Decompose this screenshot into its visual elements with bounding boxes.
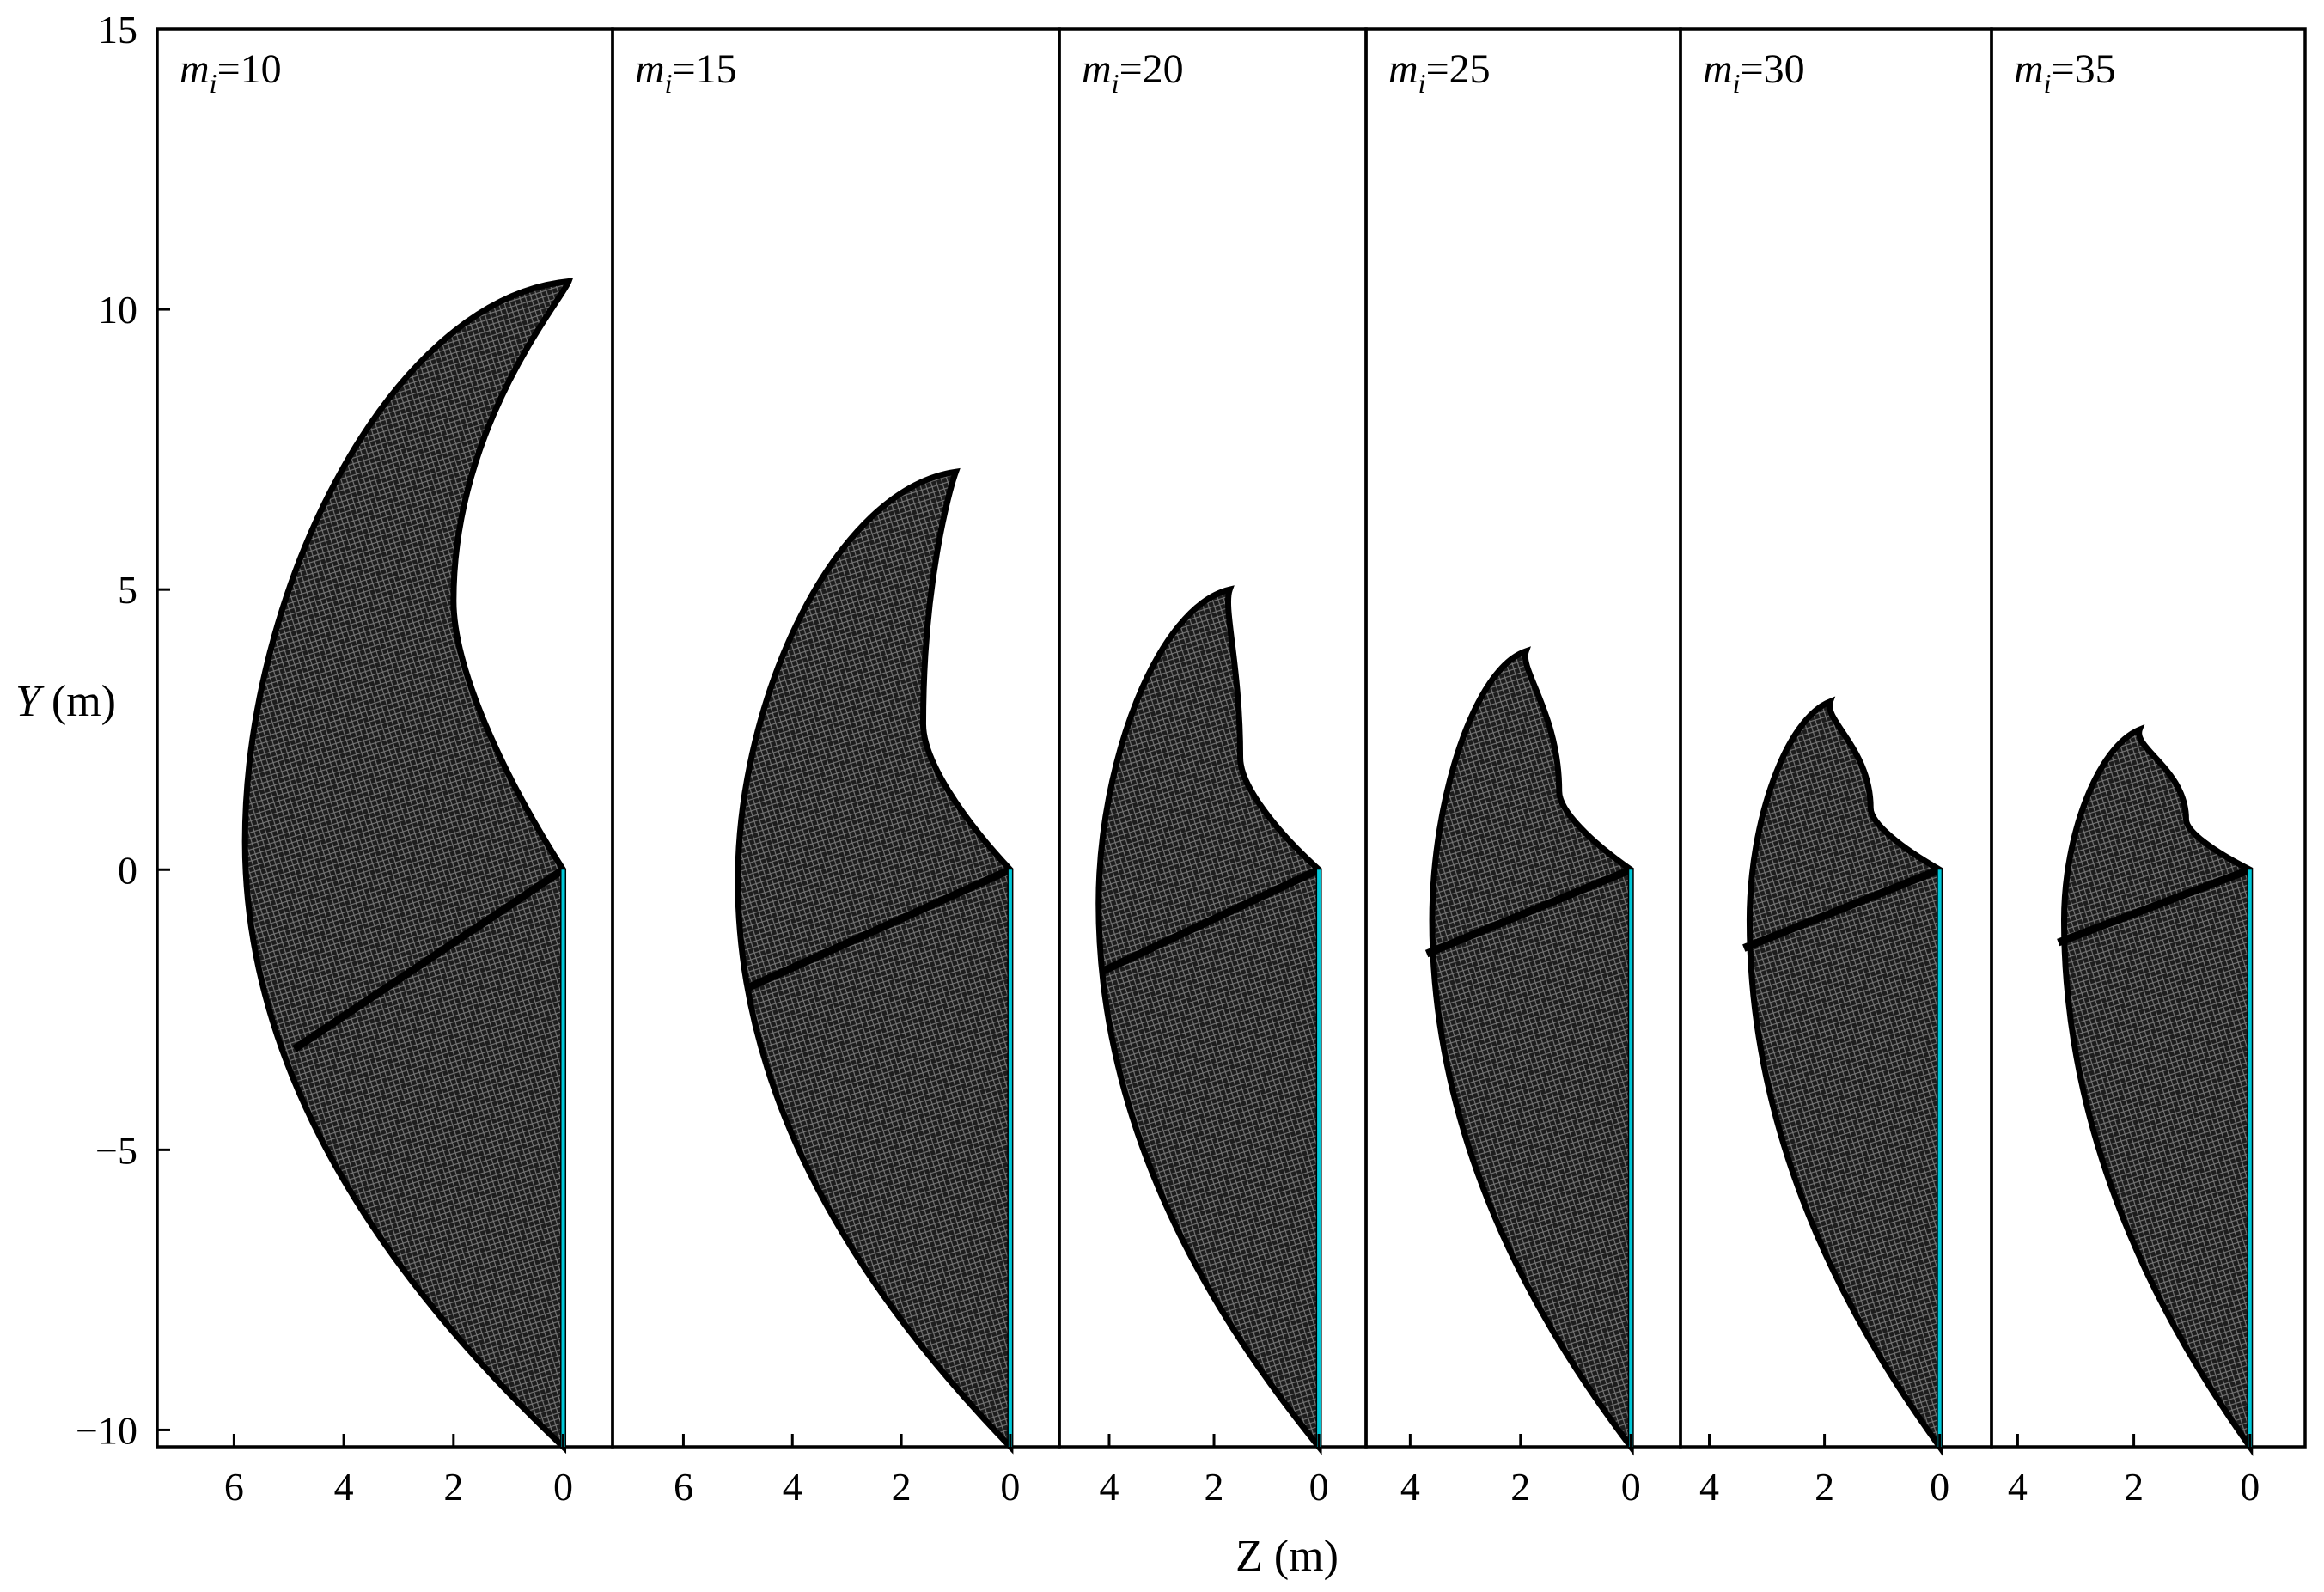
- wing-mesh-surface: [1095, 585, 1322, 1455]
- panels: 6 4 2 0 mi=10 6 4 2 0 mi=15 4 2 0 mi=20 4 2 0 mi=25 4 2 0 mi=…: [156, 27, 2307, 1509]
- x-tick-label: 4: [334, 1465, 354, 1509]
- x-tick-label: 4: [783, 1465, 802, 1509]
- y-tick-label: 15: [98, 8, 137, 52]
- panel-label: mi=15: [635, 46, 737, 99]
- panel-1: 6 4 2 0 mi=10: [156, 27, 614, 1509]
- y-tick-label: −5: [95, 1128, 137, 1172]
- wing-mesh-surface: [1746, 696, 1943, 1456]
- x-tick-label: 2: [443, 1465, 463, 1509]
- x-tick-label: 2: [1510, 1465, 1530, 1509]
- panel-frame: [1990, 27, 2307, 1449]
- wing-seam-line: [2057, 866, 2252, 947]
- panel-label: mi=35: [2014, 46, 2116, 99]
- panel-label: mi=25: [1388, 46, 1491, 99]
- x-tick-label: 0: [1930, 1465, 1949, 1509]
- wing-mesh-surface: [2060, 723, 2254, 1457]
- panel-6: 4 2 0 mi=35: [1990, 27, 2307, 1509]
- panel-4: 4 2 0 mi=25: [1364, 27, 1682, 1509]
- panel-label: mi=20: [1082, 46, 1184, 99]
- x-tick-label: 4: [1699, 1465, 1719, 1509]
- wing-seam-line: [292, 866, 566, 1052]
- wing-mesh-surface: [241, 278, 574, 1455]
- wing-seam-line: [1742, 866, 1942, 952]
- x-tick-label: 4: [1400, 1465, 1420, 1509]
- x-tick-label: 6: [224, 1465, 244, 1509]
- y-tick-label: 10: [98, 288, 137, 332]
- x-tick-label: 0: [1621, 1465, 1641, 1509]
- panel-label: mi=10: [180, 46, 282, 99]
- x-tick-label: 6: [674, 1465, 693, 1509]
- y-tick-label: −10: [76, 1408, 137, 1452]
- wing-seam-line: [747, 866, 1012, 991]
- x-tick-label: 2: [1815, 1465, 1834, 1509]
- panel-2: 6 4 2 0 mi=15: [611, 27, 1061, 1509]
- x-tick-label: 4: [2008, 1465, 2028, 1509]
- y-tick-label: 5: [118, 568, 137, 612]
- x-tick-label: 0: [2240, 1465, 2260, 1509]
- x-tick-label: 2: [892, 1465, 912, 1509]
- y-axis-title: Y (m): [15, 677, 116, 726]
- x-tick-label: 0: [553, 1465, 573, 1509]
- y-tick-label: 0: [118, 848, 137, 892]
- x-tick-label: 0: [1000, 1465, 1020, 1509]
- x-tick-label: 2: [2124, 1465, 2144, 1509]
- panel-5: 4 2 0 mi=30: [1679, 27, 1993, 1509]
- wing-seam-line: [1101, 866, 1321, 974]
- wing-mesh-surface: [1429, 646, 1634, 1456]
- wing-seam-line: [1424, 866, 1632, 958]
- panel-label: mi=30: [1703, 46, 1805, 99]
- x-tick-label: 4: [1099, 1465, 1119, 1509]
- x-tick-label: 2: [1205, 1465, 1224, 1509]
- panel-3: 4 2 0 mi=20: [1058, 27, 1368, 1509]
- x-tick-label: 0: [1309, 1465, 1329, 1509]
- x-axis-title: Z (m): [1235, 1532, 1339, 1581]
- y-axis: 15 10 5 0 −5 −10: [76, 8, 170, 1452]
- wing-mesh-surface: [735, 467, 1014, 1455]
